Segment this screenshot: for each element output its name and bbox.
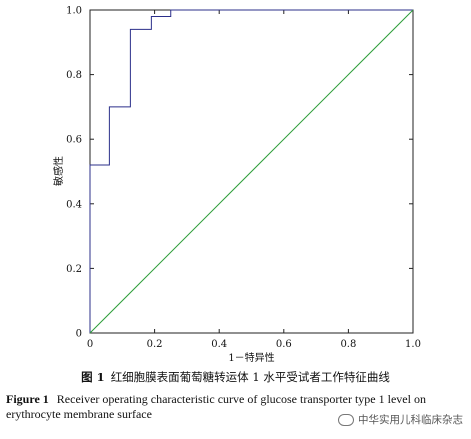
y-tick-label: 0.4 (66, 199, 82, 210)
roc-curve-line (89, 9, 413, 333)
y-tick-label: 0 (76, 329, 82, 340)
y-tick-label: 0.8 (66, 70, 82, 81)
x-tick-label: 0.4 (211, 339, 227, 350)
watermark-text: 中华实用儿科临床杂志 (358, 414, 463, 426)
caption-en-label: Figure 1 (6, 392, 49, 406)
watermark: 中华实用儿科临床杂志 (338, 412, 463, 427)
caption-cn-label: 图 1 (81, 370, 105, 384)
reference-diagonal-line (89, 9, 414, 334)
caption-en-text: Receiver operating characteristic curve … (6, 392, 426, 421)
y-tick-label: 0.2 (66, 264, 82, 275)
x-tick-label: 0.2 (147, 339, 163, 350)
x-tick-label: 0 (87, 339, 93, 350)
caption-cn-text: 红细胞膜表面葡萄糖转运体 1 水平受试者工作特征曲线 (110, 370, 390, 384)
caption-chinese: 图 1 红细胞膜表面葡萄糖转运体 1 水平受试者工作特征曲线 (0, 370, 471, 385)
y-tick-label: 1.0 (66, 6, 82, 17)
x-tick-label: 1.0 (405, 339, 421, 350)
x-tick-label: 0.8 (340, 339, 356, 350)
series-layer (89, 9, 414, 334)
y-tick-label: 0.6 (66, 135, 82, 146)
x-axis-title: 1－特异性 (228, 351, 274, 364)
x-tick-label: 0.6 (276, 339, 292, 350)
caption-english: Figure 1 Receiver operating characteristi… (6, 392, 446, 422)
wechat-icon (338, 413, 354, 426)
axis-ticks: 0 0.2 0.4 0.6 0.8 1.0 0 0.2 0.4 0.6 0.8 1.0 (66, 6, 421, 351)
y-axis-title: 敏感性 (52, 156, 65, 186)
